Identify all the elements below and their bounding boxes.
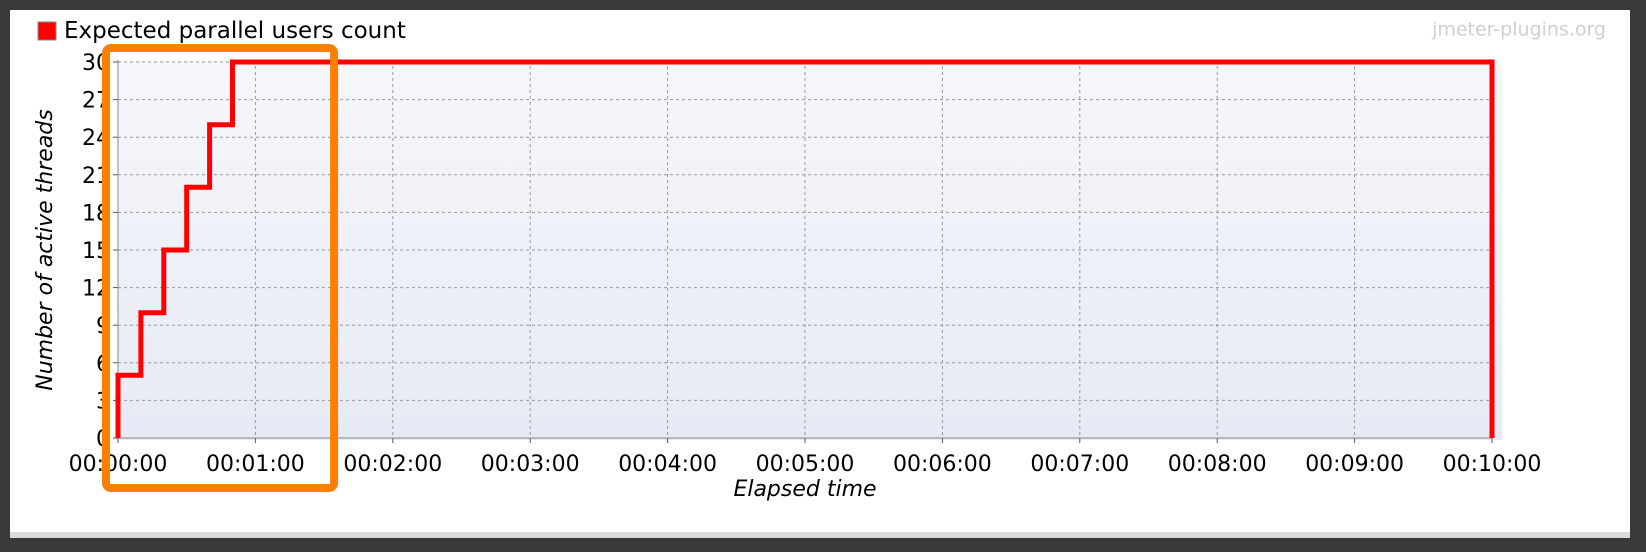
x-tick-label: 00:00:00 bbox=[69, 452, 168, 477]
x-tick-label: 00:06:00 bbox=[893, 452, 992, 477]
x-tick-label: 00:10:00 bbox=[1443, 452, 1542, 477]
x-tick-label: 00:03:00 bbox=[481, 452, 580, 477]
y-axis-title: Number of active threads bbox=[33, 109, 58, 391]
x-tick-label: 00:02:00 bbox=[343, 452, 442, 477]
chart-svg: Expected parallel users count jmeter-plu… bbox=[33, 18, 1606, 502]
x-tick-label: 00:05:00 bbox=[756, 452, 855, 477]
x-tick-label: 00:08:00 bbox=[1168, 452, 1267, 477]
chart-frame: Expected parallel users count jmeter-plu… bbox=[10, 10, 1630, 538]
series-layer bbox=[115, 59, 1495, 438]
series-line bbox=[115, 59, 1495, 438]
x-tick-label: 00:07:00 bbox=[1030, 452, 1129, 477]
x-tick-label: 00:01:00 bbox=[206, 452, 305, 477]
legend-swatch bbox=[37, 21, 57, 41]
annotation-layer bbox=[102, 44, 339, 492]
highlight-box bbox=[102, 44, 339, 492]
legend-label: Expected parallel users count bbox=[64, 18, 406, 44]
watermark: jmeter-plugins.org bbox=[1431, 19, 1606, 41]
x-axis-title: Elapsed time bbox=[733, 477, 876, 502]
x-tick-label: 00:04:00 bbox=[618, 452, 717, 477]
x-tick-label: 00:09:00 bbox=[1305, 452, 1404, 477]
